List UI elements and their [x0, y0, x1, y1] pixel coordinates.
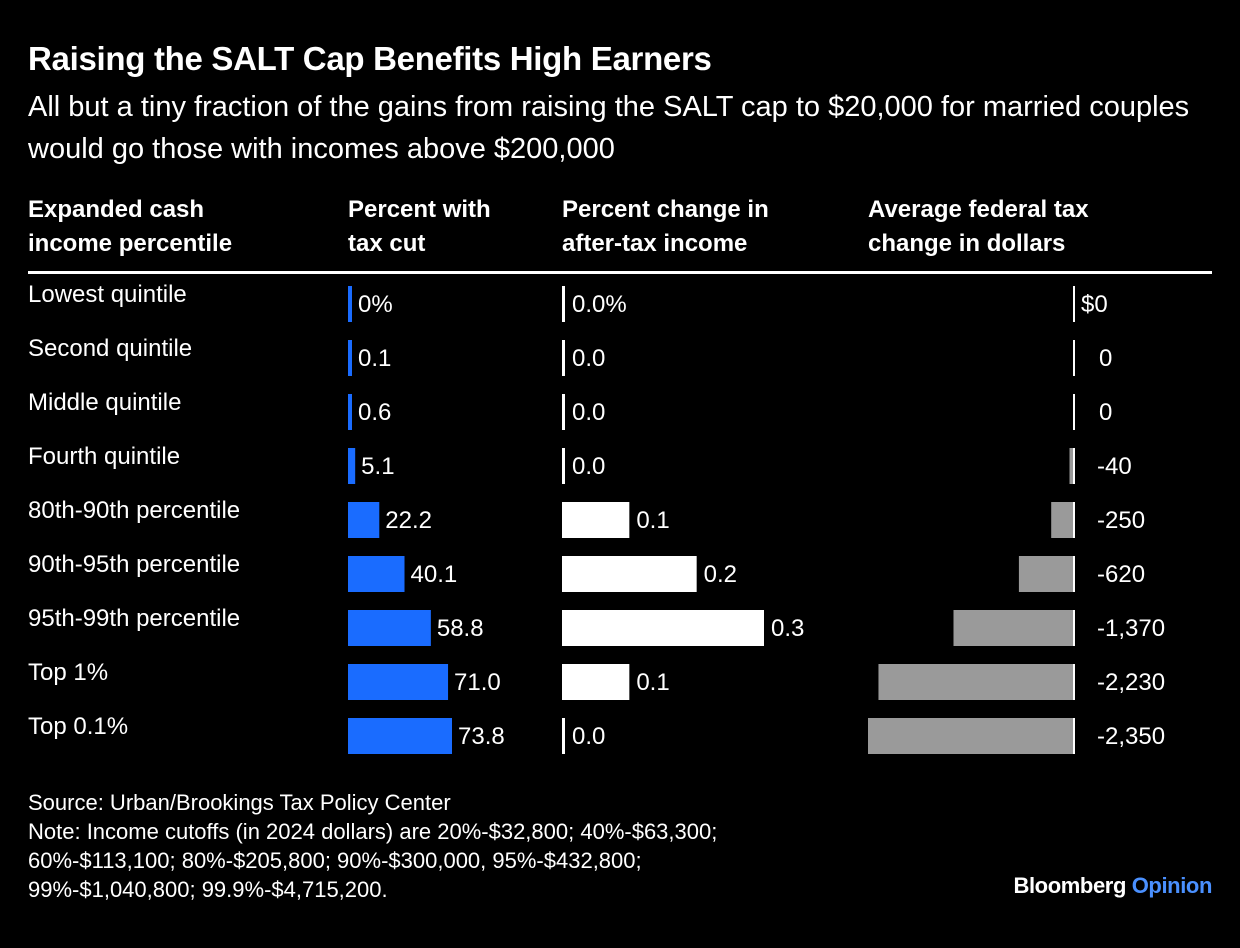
column-header-line: income percentile — [28, 230, 233, 257]
column-header-percent-change-income: Percent change in after-tax income — [562, 193, 769, 261]
column-header-line: Percent change in — [562, 196, 769, 223]
bar-percent-change-income — [562, 502, 630, 538]
header-rule — [28, 271, 1212, 274]
value-label-average-tax-change: -620 — [1097, 561, 1145, 588]
value-label-average-tax-change: -1,370 — [1097, 615, 1165, 642]
bar-percent-change-income — [562, 556, 697, 592]
bar-average-tax-change — [1069, 448, 1073, 484]
row-label: Lowest quintile — [28, 281, 187, 308]
value-label-percent-with-tax-cut: 0.6 — [358, 399, 391, 426]
value-label-percent-change-income: 0.0 — [572, 399, 605, 426]
value-label-average-tax-change: -2,230 — [1097, 669, 1165, 696]
bar-percent-change-income — [562, 718, 565, 754]
column-header-line: after-tax income — [562, 230, 748, 257]
bar-average-tax-change — [953, 610, 1073, 646]
bar-average-tax-change — [1018, 556, 1073, 592]
column-header-income-percentile: Expanded cash income percentile — [28, 193, 232, 261]
bar-percent-with-tax-cut — [348, 718, 452, 754]
source-line: Source: Urban/Brookings Tax Policy Cente… — [28, 790, 451, 815]
value-label-average-tax-change: -40 — [1097, 453, 1132, 480]
value-label-average-tax-change: -2,350 — [1097, 723, 1165, 750]
column-header-percent-with-tax-cut: Percent with tax cut — [348, 193, 491, 261]
chart-subtitle: All but a tiny fraction of the gains fro… — [28, 91, 1190, 165]
value-label-percent-with-tax-cut: 40.1 — [411, 561, 458, 588]
column-header-average-tax-change: Average federal tax change in dollars — [868, 193, 1089, 261]
bar-percent-change-income — [562, 664, 630, 700]
value-label-percent-change-income: 0.0 — [572, 453, 605, 480]
row-label: Top 1% — [28, 659, 108, 686]
row-label: Top 0.1% — [28, 713, 128, 740]
bar-average-tax-change — [878, 664, 1073, 700]
value-label-percent-with-tax-cut: 0.1 — [358, 345, 391, 372]
value-label-percent-change-income: 0.2 — [704, 561, 737, 588]
bar-percent-with-tax-cut — [348, 610, 431, 646]
value-label-average-tax-change: -250 — [1097, 507, 1145, 534]
bar-percent-change-income — [562, 394, 565, 430]
bar-average-tax-change — [1051, 502, 1073, 538]
row-label: 95th-99th percentile — [28, 605, 240, 632]
source-notes: Source: Urban/Brookings Tax Policy Cente… — [28, 788, 717, 904]
value-label-average-tax-change: 0 — [1099, 399, 1112, 426]
value-label-percent-with-tax-cut: 0% — [358, 291, 393, 318]
bar-percent-with-tax-cut — [348, 502, 380, 538]
bar-average-tax-change — [868, 718, 1073, 754]
value-label-percent-change-income: 0.0% — [572, 291, 627, 318]
row-label: 80th-90th percentile — [28, 497, 240, 524]
bar-percent-change-income — [562, 610, 764, 646]
column-header-line: change in dollars — [868, 230, 1066, 257]
column-header-line: tax cut — [348, 230, 426, 257]
bar-percent-change-income — [562, 448, 565, 484]
row-label: Fourth quintile — [28, 443, 180, 470]
note-line: 60%-$113,100; 80%-$205,800; 90%-$300,000… — [28, 848, 642, 873]
value-label-percent-change-income: 0.3 — [771, 615, 804, 642]
value-label-percent-change-income: 0.1 — [636, 669, 669, 696]
column-header-line: Expanded cash — [28, 196, 205, 223]
bar-percent-with-tax-cut — [348, 394, 352, 430]
row-label: 90th-95th percentile — [28, 551, 240, 578]
row-label: Middle quintile — [28, 389, 181, 416]
bar-percent-with-tax-cut — [348, 340, 352, 376]
note-line: Note: Income cutoffs (in 2024 dollars) a… — [28, 819, 718, 844]
bar-percent-with-tax-cut — [348, 448, 356, 484]
value-label-percent-with-tax-cut: 22.2 — [385, 507, 432, 534]
value-label-percent-with-tax-cut: 71.0 — [454, 669, 501, 696]
bar-percent-change-income — [562, 340, 565, 376]
column-header-line: Percent with — [348, 196, 491, 223]
value-label-percent-change-income: 0.0 — [572, 345, 605, 372]
bar-percent-with-tax-cut — [348, 664, 449, 700]
bar-percent-with-tax-cut — [348, 286, 352, 322]
row-label: Second quintile — [28, 335, 192, 362]
brand-name: Bloomberg — [1013, 873, 1126, 898]
value-label-average-tax-change: 0 — [1099, 345, 1112, 372]
value-label-percent-with-tax-cut: 73.8 — [458, 723, 505, 750]
note-line: 99%-$1,040,800; 99.9%-$4,715,200. — [28, 877, 388, 902]
value-label-percent-change-income: 0.1 — [636, 507, 669, 534]
brand-section: Opinion — [1131, 873, 1213, 898]
bloomberg-opinion-logo: Bloomberg Opinion — [1013, 873, 1212, 899]
value-label-percent-with-tax-cut: 58.8 — [437, 615, 484, 642]
value-label-average-tax-change: $0 — [1081, 291, 1108, 318]
column-header-line: Average federal tax — [868, 196, 1089, 223]
value-label-percent-change-income: 0.0 — [572, 723, 605, 750]
value-label-percent-with-tax-cut: 5.1 — [361, 453, 394, 480]
bar-percent-with-tax-cut — [348, 556, 405, 592]
bar-percent-change-income — [562, 286, 565, 322]
chart-title: Raising the SALT Cap Benefits High Earne… — [28, 40, 712, 77]
